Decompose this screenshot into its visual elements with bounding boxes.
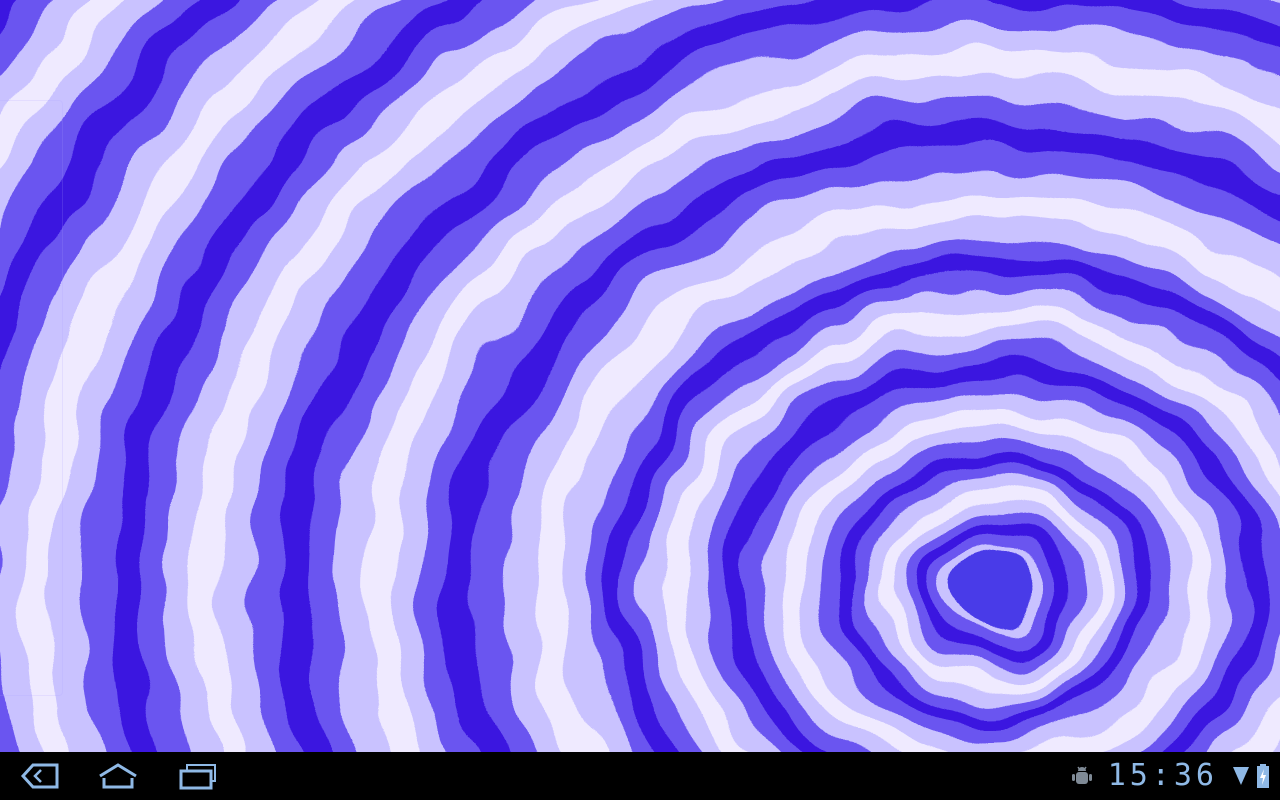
clock: 15:36 [1107,758,1218,793]
home-button[interactable] [78,752,158,800]
signal-icon [1232,764,1250,788]
back-button[interactable] [0,752,80,800]
battery-charging-icon [1256,763,1270,789]
back-icon [20,763,59,789]
widget-edge-panel[interactable] [0,100,63,696]
recent-apps-icon [179,764,216,790]
wallpaper[interactable] [0,0,1280,752]
android-debug-icon[interactable] [1070,764,1094,788]
home-icon [99,763,137,789]
wallpaper-ring [955,550,1035,630]
status-area[interactable]: 15:36 [1070,752,1280,800]
system-bar: 15:36 [0,752,1280,800]
recent-apps-button[interactable] [158,752,238,800]
